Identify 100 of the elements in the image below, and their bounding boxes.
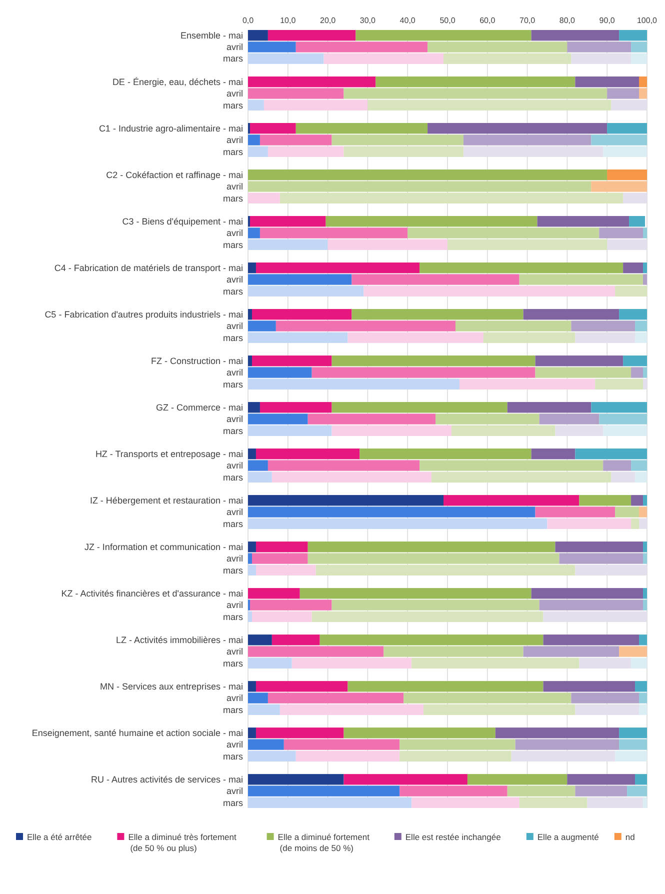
bar	[356, 30, 532, 41]
bar	[328, 239, 448, 250]
bar	[495, 728, 620, 738]
bar	[643, 367, 647, 378]
bar	[424, 704, 576, 715]
bar	[300, 588, 532, 599]
bar	[575, 786, 628, 796]
bar	[603, 460, 632, 471]
bar	[248, 506, 536, 518]
bar	[639, 692, 647, 704]
bar	[547, 518, 632, 529]
bar	[248, 681, 256, 692]
bar	[631, 42, 647, 52]
bar	[643, 274, 647, 285]
bar	[404, 692, 572, 704]
y-tick-label: mars	[223, 798, 244, 808]
bar	[250, 600, 332, 610]
bar	[607, 170, 647, 180]
bar	[268, 146, 344, 157]
bar	[248, 553, 252, 564]
bar	[250, 216, 326, 227]
bar	[252, 611, 312, 622]
bar	[591, 181, 647, 192]
bar	[607, 239, 647, 250]
x-tick-label: 10,0	[280, 16, 296, 25]
bar	[252, 309, 352, 320]
bar	[248, 414, 308, 424]
bar	[248, 646, 384, 657]
bar	[296, 123, 428, 134]
bar	[352, 274, 520, 285]
bar	[428, 42, 568, 52]
bar	[312, 611, 544, 622]
bar	[567, 42, 632, 52]
x-tick-label: 30,0	[360, 16, 376, 25]
bar	[463, 146, 604, 157]
bar	[643, 378, 647, 390]
bar	[643, 600, 647, 610]
bar	[248, 518, 548, 529]
bar	[248, 448, 256, 460]
y-tick-label: LZ - Activités immobilières - mai	[116, 635, 243, 646]
bar	[639, 88, 647, 99]
bar	[248, 704, 280, 715]
bar	[248, 402, 260, 413]
bar	[631, 518, 640, 529]
bar	[575, 76, 640, 88]
bar	[332, 425, 452, 436]
bar	[248, 274, 352, 285]
bar	[260, 228, 408, 238]
y-tick-label: mars	[223, 332, 244, 343]
bar	[623, 192, 647, 204]
bar	[643, 495, 647, 506]
bar	[643, 553, 647, 564]
y-tick-label: avril	[226, 274, 243, 285]
bar	[248, 750, 296, 762]
bar	[603, 425, 647, 436]
bar	[607, 123, 647, 134]
bar	[619, 728, 647, 738]
bar	[248, 367, 312, 378]
bar	[619, 646, 647, 657]
bar	[535, 367, 632, 378]
y-tick-label: avril	[226, 507, 243, 518]
bar	[619, 739, 647, 750]
bar	[575, 564, 647, 576]
bar	[248, 30, 268, 41]
legend-label: Elle a été arrêtée	[27, 832, 92, 842]
bar	[639, 506, 647, 518]
bar	[248, 181, 592, 192]
bar	[448, 239, 608, 250]
bar	[595, 378, 644, 390]
y-tick-label: avril	[226, 135, 243, 146]
bar	[629, 216, 646, 227]
bar	[272, 472, 432, 482]
bar	[643, 228, 647, 238]
y-tick-label: JZ - Information et communication - mai	[84, 542, 243, 552]
bar	[587, 797, 644, 808]
legend-label: Elle a augmenté	[537, 832, 600, 842]
bar	[332, 402, 508, 413]
bar	[256, 448, 360, 460]
y-tick-label: KZ - Activités financières et d'assurance - mai	[61, 588, 243, 599]
y-tick-label: mars	[223, 612, 244, 622]
bar	[463, 134, 592, 146]
bar	[348, 332, 484, 343]
bar	[643, 262, 647, 274]
bar	[531, 448, 576, 460]
bar	[360, 448, 532, 460]
bar	[631, 53, 647, 64]
y-tick-label: mars	[223, 100, 244, 110]
bar	[308, 542, 556, 552]
bar	[272, 634, 320, 646]
y-tick-label: avril	[226, 88, 243, 99]
bar	[368, 100, 612, 110]
y-tick-label: mars	[223, 472, 244, 482]
y-tick-label: mars	[223, 658, 244, 668]
bar	[248, 192, 280, 204]
bar	[248, 634, 272, 646]
y-tick-label: Enseignement, santé humaine et action sociale - mai	[32, 728, 243, 738]
bar	[607, 88, 640, 99]
x-tick-label: 40,0	[400, 16, 416, 25]
bar	[555, 542, 644, 552]
bar	[364, 286, 616, 296]
